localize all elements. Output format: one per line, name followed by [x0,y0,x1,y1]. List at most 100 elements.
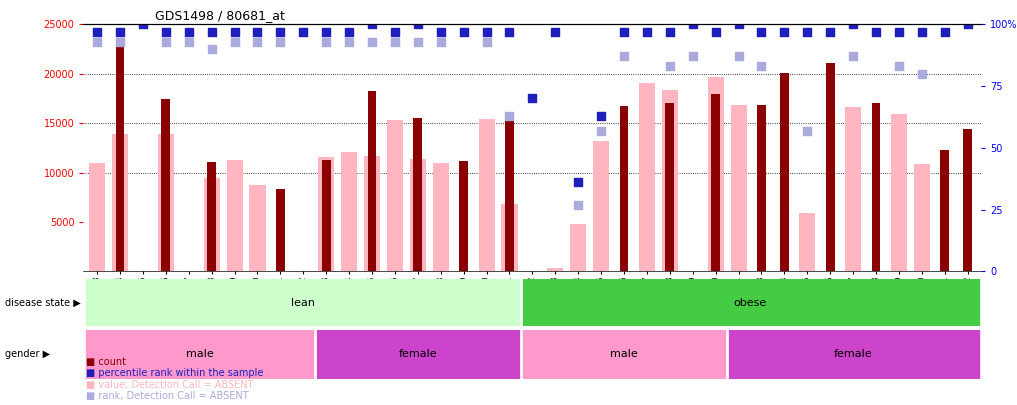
Bar [711,94,720,271]
Bar [89,163,105,271]
Point [432,28,448,35]
Bar [547,269,563,271]
Point [181,28,197,35]
Point [959,21,975,28]
Text: female: female [399,350,437,359]
Point [616,28,633,35]
Point [937,28,953,35]
Point [203,46,220,52]
Bar [941,150,949,271]
Bar [203,179,220,271]
Point [273,38,289,45]
Point [249,38,265,45]
Bar [593,141,609,271]
Point [593,127,609,134]
Bar [158,134,174,271]
Text: ■ percentile rank within the sample: ■ percentile rank within the sample [86,368,263,378]
Bar [414,118,422,271]
Point [341,28,357,35]
Bar [364,156,380,271]
Point [112,38,128,45]
Bar [367,90,376,271]
Point [868,28,884,35]
Bar [386,120,403,271]
Text: disease state ▶: disease state ▶ [5,298,80,308]
Point [386,28,403,35]
Bar [914,164,930,271]
Text: lean: lean [291,298,315,308]
Bar [571,224,586,271]
Text: female: female [834,350,873,359]
Point [662,28,678,35]
Bar [826,63,835,271]
Point [891,28,907,35]
Point [547,28,563,35]
Point [364,21,380,28]
Text: GDS1498 / 80681_at: GDS1498 / 80681_at [156,9,285,22]
Point [501,28,518,35]
Bar [891,114,907,271]
Bar [249,185,265,271]
Point [571,179,587,185]
Point [318,28,335,35]
Point [89,28,106,35]
Point [730,21,746,28]
Point [478,38,494,45]
Bar [85,330,315,379]
Point [684,21,701,28]
Point [364,38,380,45]
Point [227,28,243,35]
Bar [521,330,727,379]
Bar [963,129,972,271]
Bar [162,99,170,271]
Bar [872,103,881,271]
Point [525,95,541,102]
Text: male: male [610,350,638,359]
Point [616,53,633,60]
Point [410,21,426,28]
Bar [433,163,448,271]
Point [318,38,335,45]
Point [891,63,907,70]
Bar [619,107,629,271]
Text: male: male [186,350,215,359]
Point [203,28,220,35]
Bar [757,105,766,271]
Point [684,53,701,60]
Point [341,38,357,45]
Bar [207,162,216,271]
Point [799,28,816,35]
Bar [341,152,357,271]
Point [158,38,174,45]
Point [822,28,838,35]
Bar [521,279,979,326]
Point [112,28,128,35]
Point [708,28,724,35]
Bar [708,77,724,271]
Bar [112,134,128,271]
Text: ■ value, Detection Call = ABSENT: ■ value, Detection Call = ABSENT [86,379,254,390]
Bar [410,159,426,271]
Text: ■ count: ■ count [86,357,126,367]
Bar [479,119,494,271]
Point [456,28,472,35]
Point [227,38,243,45]
Point [799,127,816,134]
Bar [315,330,521,379]
Point [754,63,770,70]
Point [432,38,448,45]
Point [754,28,770,35]
Point [181,38,197,45]
Bar [318,157,335,271]
Bar [501,204,518,271]
Bar [85,279,521,326]
Bar [227,160,243,271]
Bar [460,161,468,271]
Bar [662,90,678,271]
Bar [665,103,674,271]
Point [913,28,930,35]
Text: gender ▶: gender ▶ [5,350,50,359]
Point [158,28,174,35]
Text: obese: obese [733,298,767,308]
Bar [321,160,331,271]
